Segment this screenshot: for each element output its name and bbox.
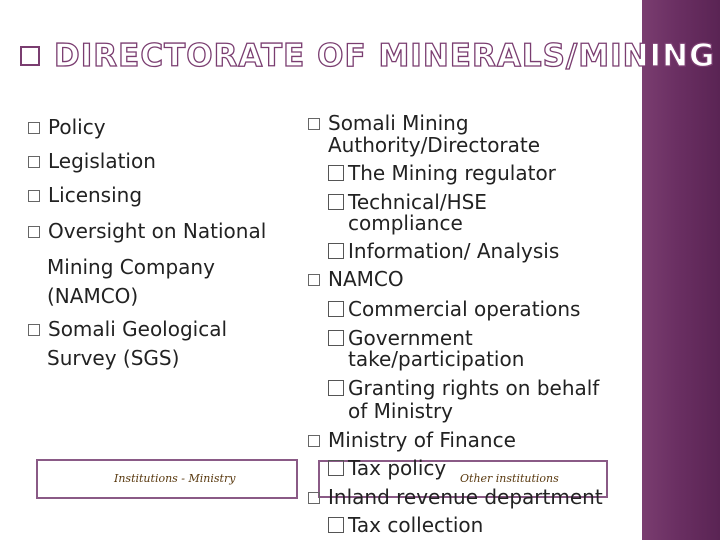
bullet-icon <box>308 492 320 504</box>
title-checkbox-icon <box>20 46 40 66</box>
right-bullet-inland-revenue: Inland revenue department <box>308 484 603 510</box>
sub-bullet-mining-regulator: The Mining regulator <box>328 160 556 186</box>
sub-bullet-granting-rights: Granting rights on behalf <box>328 375 599 401</box>
sub-bullet-granting-rights-line2: of Ministry <box>348 399 453 423</box>
left-bullet-sgs-line2: Survey (SGS) <box>47 346 180 370</box>
left-bullet-policy: Policy <box>28 114 106 140</box>
bullet-icon <box>28 324 40 336</box>
right-bullet-somali-mining: Somali Mining <box>308 110 469 136</box>
left-bullet-legislation: Legislation <box>28 148 156 174</box>
sub-bullet-government-line2: take/participation <box>348 347 525 371</box>
left-bullet-licensing: Licensing <box>28 182 142 208</box>
left-bullet-oversight: Oversight on National <box>28 218 266 244</box>
bullet-icon <box>28 156 40 168</box>
left-bullet-oversight-line3: (NAMCO) <box>47 284 139 308</box>
sub-bullet-technical-hse: Technical/HSE <box>328 189 487 215</box>
bullet-icon <box>308 435 320 447</box>
other-institutions-caption: Other institutions <box>460 472 559 485</box>
left-bullet-oversight-line2: Mining Company <box>47 255 215 279</box>
sub-bullet-icon <box>328 165 344 181</box>
bullet-icon <box>308 118 320 130</box>
sub-bullet-icon <box>328 301 344 317</box>
right-bullet-namco: NAMCO <box>308 266 404 292</box>
sub-bullet-icon <box>328 330 344 346</box>
bullet-icon <box>28 122 40 134</box>
left-bullet-sgs: Somali Geological <box>28 316 227 342</box>
sub-bullet-technical-hse-line2: compliance <box>348 211 463 235</box>
institutions-ministry-caption: Institutions - Ministry <box>114 472 236 485</box>
bullet-icon <box>28 226 40 238</box>
sub-bullet-icon <box>328 194 344 210</box>
slide-title: DIRECTORATE OF MINERALS/MINING <box>20 36 715 76</box>
bullet-icon <box>28 190 40 202</box>
sub-bullet-commercial-operations: Commercial operations <box>328 296 580 322</box>
right-bullet-ministry-finance: Ministry of Finance <box>308 427 516 453</box>
sub-bullet-tax-policy: Tax policy <box>328 455 446 481</box>
sub-bullet-information-analysis: Information/ Analysis <box>328 238 559 264</box>
institutions-ministry-box <box>36 459 298 499</box>
sub-bullet-icon <box>328 517 344 533</box>
right-bullet-somali-mining-line2: Authority/Directorate <box>328 133 541 157</box>
sub-bullet-tax-collection: Tax collection <box>328 512 483 538</box>
decorative-side-stripe <box>642 0 720 540</box>
bullet-icon <box>308 274 320 286</box>
sub-bullet-government: Government <box>328 325 473 351</box>
sub-bullet-icon <box>328 460 344 476</box>
other-institutions-box <box>318 460 608 498</box>
sub-bullet-icon <box>328 243 344 259</box>
sub-bullet-icon <box>328 380 344 396</box>
slide-title-text: DIRECTORATE OF MINERALS/MINING <box>53 37 716 74</box>
